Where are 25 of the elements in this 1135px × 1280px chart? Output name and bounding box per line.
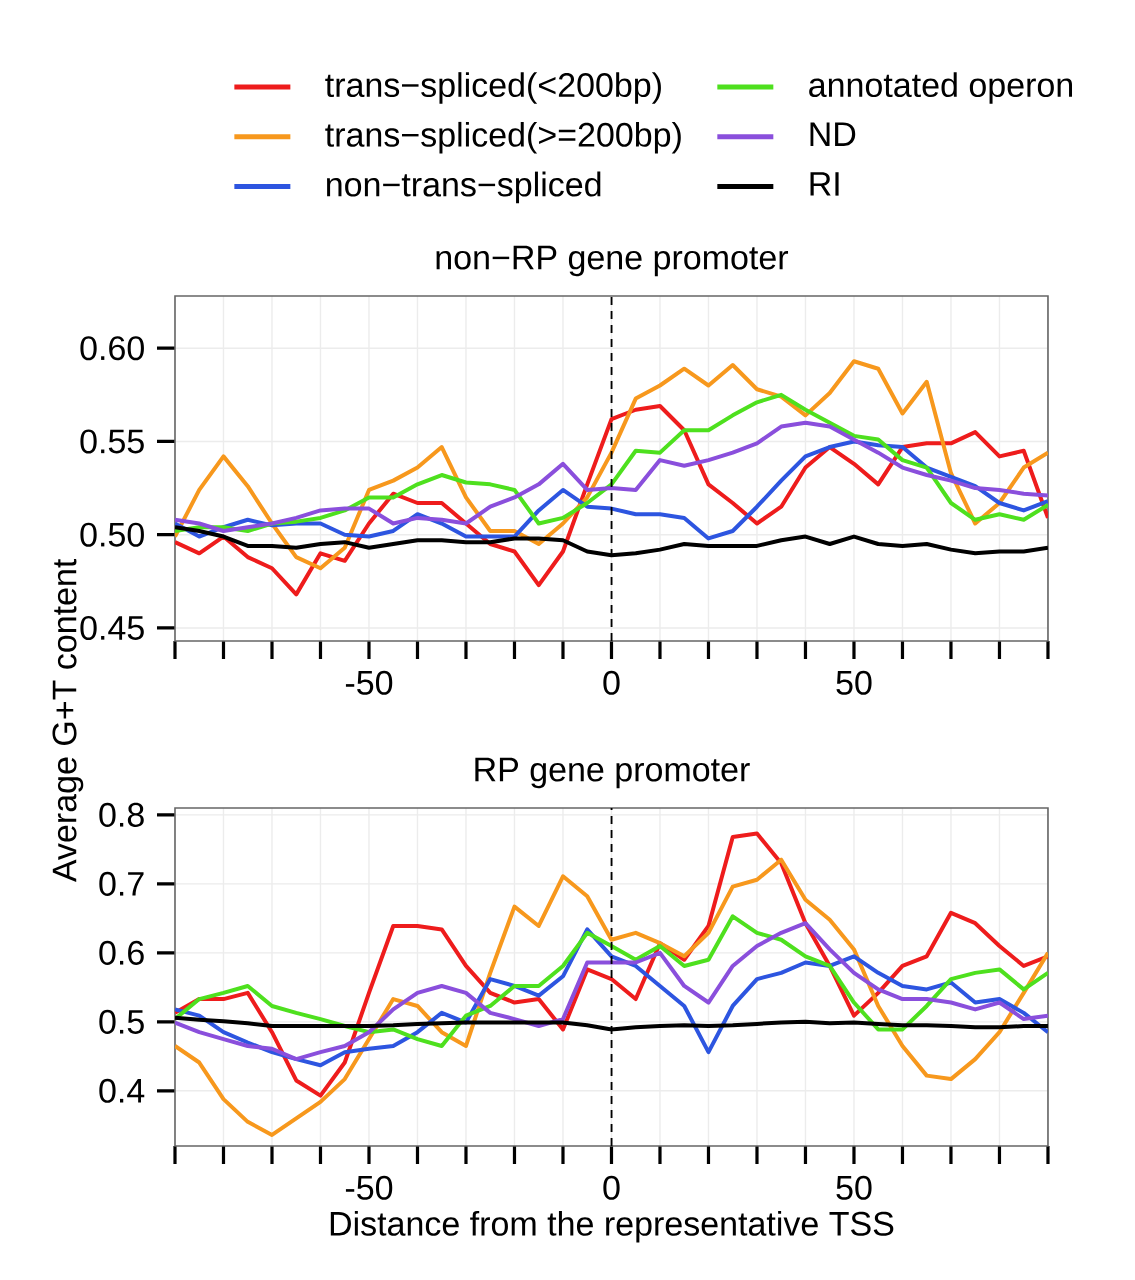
- legend-label: RI: [810, 172, 839, 196]
- line-series: [175, 404, 1048, 597]
- y-tick-label: 0.55: [80, 429, 144, 454]
- y-tick-label: 0.50: [80, 522, 144, 547]
- y-tick-label: 0.5: [99, 1009, 144, 1034]
- y-tick-label: 0.4: [99, 1078, 145, 1103]
- y-tick-label: 0.7: [99, 871, 144, 896]
- x-axis-title: Distance from the representative TSS: [330, 1210, 894, 1243]
- legend-label: annotated operon: [809, 72, 1072, 104]
- legend-label: non−trans−spliced: [327, 171, 601, 204]
- chart-title: non−RP gene promoter: [436, 245, 789, 277]
- x-tick-label: 0: [603, 1175, 620, 1200]
- x-tick-label: -50: [345, 670, 393, 695]
- legend-label: ND: [810, 122, 856, 146]
- y-tick-label: 0.6: [99, 940, 144, 965]
- chart-title: RP gene promoter: [475, 757, 750, 789]
- y-tick-label: 0.8: [99, 802, 144, 827]
- x-tick-label: -50: [345, 1175, 393, 1200]
- y-tick-label: 0.60: [80, 336, 144, 361]
- legend-label: trans−spliced(<200bp): [325, 72, 661, 104]
- x-tick-label: 50: [836, 670, 872, 695]
- legend-label: trans−spliced(>=200bp): [325, 121, 681, 154]
- x-tick-label: 50: [836, 1175, 872, 1200]
- line-series: [175, 392, 1048, 533]
- x-tick-label: 0: [603, 670, 620, 695]
